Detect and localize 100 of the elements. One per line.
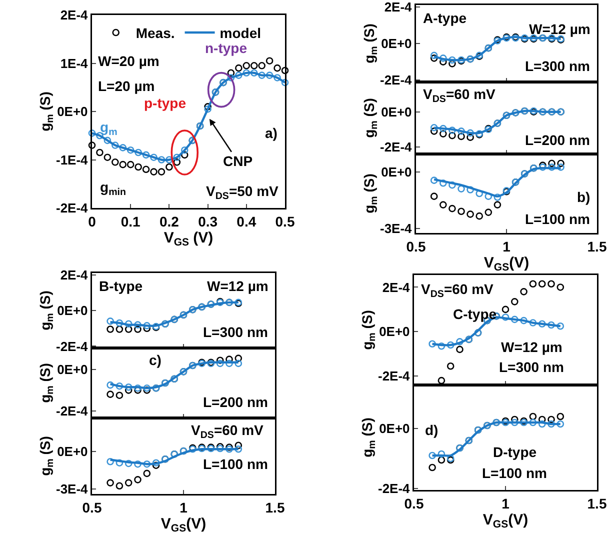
annotation: p-type [144,95,186,111]
point [538,280,546,288]
point [234,446,242,453]
point [557,164,564,171]
annotation: V$_{DS}$=50 mV [206,183,280,202]
annotation: L=300 nm [499,359,564,375]
x-tick-label: 0 [88,213,96,230]
x-tick-label: 1 [502,238,511,254]
point [458,208,465,216]
point [430,176,438,184]
point [548,321,555,329]
legend-label: model [220,24,262,41]
point [106,381,114,389]
point [430,54,438,62]
point [143,460,151,468]
x-tick-label: 0.5 [275,213,295,230]
point [456,338,464,346]
y-tick-label: 2E-4 [60,8,89,23]
point [438,376,446,384]
point [484,208,492,216]
annotation: b) [577,189,590,205]
annotation: V$_{DS}$=60 mV [421,281,494,300]
point [456,346,464,354]
point [274,64,281,72]
annotation: L=20 µm [98,78,155,94]
point [158,168,166,176]
annotation: W=12 µm [501,339,562,355]
point [116,319,124,327]
annotation: n-type [205,40,248,56]
point [529,418,537,426]
x-tick-label: 0.2 [159,213,180,230]
point [281,66,289,74]
point [150,168,158,176]
point [446,341,454,349]
point [428,340,436,348]
x-tick-label: 0.1 [120,213,141,230]
point [106,326,114,333]
point [234,354,242,362]
point [96,148,104,156]
point [242,69,250,77]
x-tick-label: 0.5 [404,495,424,512]
y-tick-label: 2E-4 [384,0,413,14]
point [134,148,142,156]
point [216,356,224,364]
point [428,452,436,460]
x-tick-label: 0.3 [198,213,218,230]
annotation: L=100 nm [525,211,590,227]
y-tick-label: -2E-4 [378,481,411,496]
point [438,450,446,458]
point [494,201,502,208]
y-tick-label: -2E-4 [380,72,413,88]
point [134,321,142,328]
point [430,52,438,60]
point [158,156,166,164]
point [126,160,134,168]
point [258,62,266,70]
point [250,69,258,77]
annotation: V$_{DS}$=60 mV [423,86,496,105]
point [116,482,124,490]
point [274,74,281,82]
annotation: g$_{min}$ [100,179,126,198]
y-tick-label: -2E-4 [56,200,89,216]
y-tick-label: 0E+0 [57,104,88,120]
point [216,360,224,368]
point [538,320,546,328]
point [258,72,266,79]
point [126,146,134,154]
point [227,69,235,77]
point [440,124,447,132]
point [440,180,447,187]
annotation: a) [265,125,278,141]
point [430,192,438,200]
point [142,166,150,174]
annotation: A-type [423,10,467,26]
annotation: L=200 nm [203,394,268,410]
point [180,146,188,154]
point [234,360,242,368]
x-axis-title: V$_{GS}$(V) [484,254,530,274]
point [266,57,274,64]
point [458,185,465,192]
annotation: V$_{DS}$=60 mV [191,422,264,441]
y-tick-label: 0E+0 [381,104,412,120]
point [438,342,446,350]
point [88,142,96,149]
annotation: W=12 µm [529,21,590,37]
annotation: CNP [223,153,253,169]
y-tick-label: -2E-4 [56,338,89,354]
point [166,156,173,164]
point [556,322,564,330]
annotation: d) [425,422,438,438]
point [143,322,151,330]
point [440,130,447,138]
point [124,479,132,486]
point [119,160,127,168]
point [548,420,555,428]
y-tick-label: 0E+0 [381,36,412,52]
point [134,476,142,484]
point [538,420,546,428]
point [281,78,289,86]
y-tick-label: -2E-4 [378,368,411,384]
